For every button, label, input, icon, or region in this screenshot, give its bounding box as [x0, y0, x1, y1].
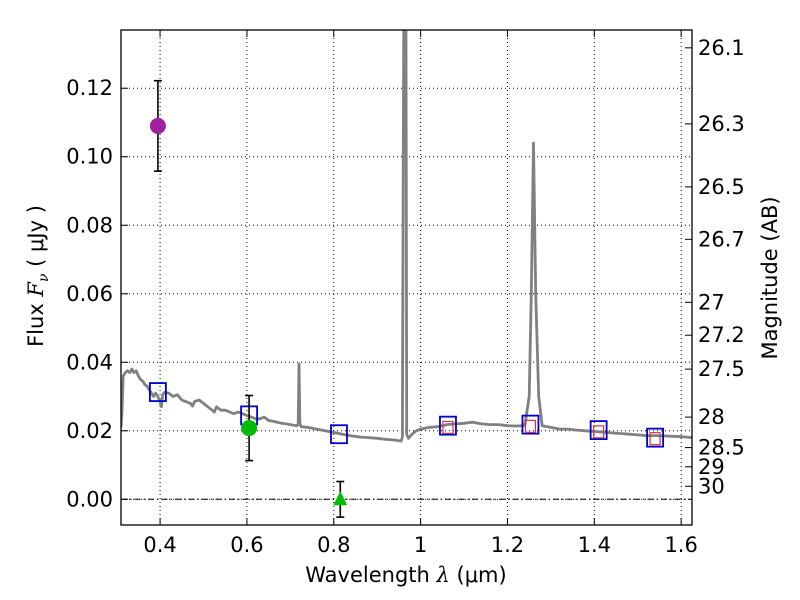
magnitude-tick-label: 26.5: [698, 175, 745, 199]
nir-photometry-square: [524, 419, 537, 433]
plot-frame: [120, 29, 693, 526]
nir-photometry-square: [442, 420, 454, 434]
x-tick-label: 0.6: [230, 533, 263, 557]
y-tick-label: 0.06: [66, 282, 113, 306]
x-axis-label: Wavelength λ (μm): [305, 563, 506, 587]
v-band-marker: [241, 420, 258, 437]
x-tick-label: 1.6: [664, 533, 697, 557]
model-photometry-square: [589, 420, 608, 441]
y-tick-label: 0.02: [66, 419, 113, 443]
magnitude-tick-label: 27.5: [698, 357, 745, 381]
model-spectrum-line: [121, 30, 692, 443]
x-tick-label: 0.8: [317, 533, 350, 557]
model-photometry-square: [149, 382, 167, 402]
y-axis-label: Flux Fν ( μJy ): [24, 205, 52, 347]
x-tick-label: 1.4: [578, 533, 611, 557]
magnitude-tick-label: 26.7: [698, 227, 745, 251]
y-tick-label: 0.04: [66, 350, 113, 374]
model-photometry-square: [439, 415, 457, 436]
y-axis-ticks: 0.00 0.02 0.04 0.06 0.08 0.10 0.12: [66, 76, 128, 511]
magnitude-tick-label: 27: [698, 290, 725, 314]
nir-photometry-square: [649, 432, 661, 446]
magnitude-tick-label: 30: [698, 474, 725, 498]
y-tick-label: 0.12: [66, 76, 113, 100]
magnitude-tick-label: 28.5: [698, 436, 745, 460]
detection-markers: [149, 79, 348, 518]
magnitude-tick-label: 27.2: [698, 323, 745, 347]
y-tick-label: 0.08: [66, 213, 113, 237]
nir-photometry-markers: [442, 419, 661, 446]
u-band-marker: [149, 117, 166, 134]
model-photometry-square: [646, 427, 664, 448]
model-photometry-square: [521, 414, 540, 435]
y-tick-label: 0.10: [66, 145, 113, 169]
magnitude-tick-label: 26.1: [698, 36, 745, 60]
y-tick-label: 0.00: [66, 487, 113, 511]
i-band-marker: [333, 491, 348, 506]
x-tick-label: 1.2: [491, 533, 524, 557]
magnitude-axis-label: Magnitude (AB): [758, 196, 782, 359]
magnitude-tick-label: 29: [698, 455, 725, 479]
nir-photometry-square: [593, 425, 605, 439]
x-axis-ticks: 0.4 0.6 0.8 1 1.2 1.4 1.6: [143, 30, 698, 557]
x-tick-label: 0.4: [143, 533, 176, 557]
model-photometry-square: [330, 424, 348, 445]
magnitude-tick-label: 26.3: [698, 112, 745, 136]
magnitude-tick-label: 28: [698, 405, 725, 429]
x-tick-label: 1: [414, 533, 427, 557]
